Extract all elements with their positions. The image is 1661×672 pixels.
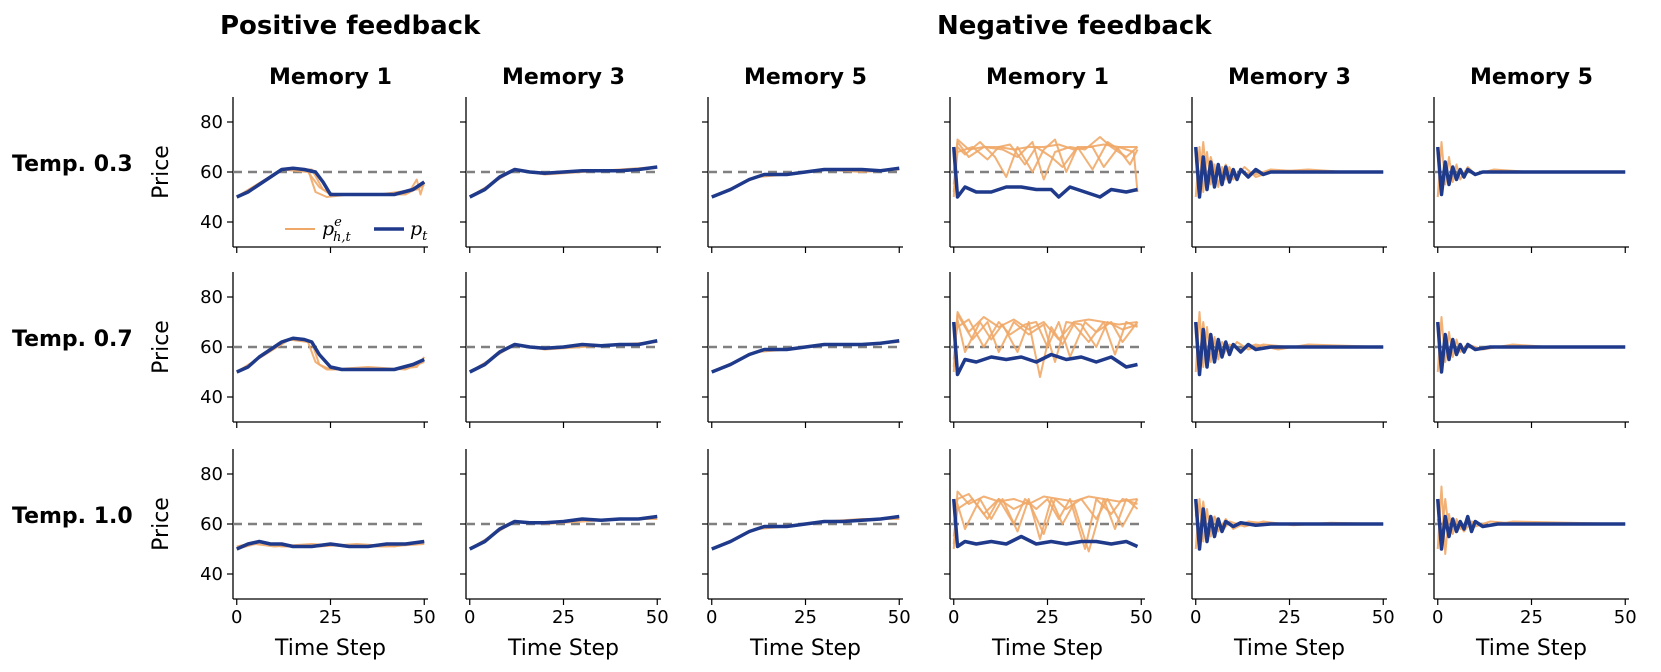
x-tick-label: 0: [1432, 607, 1443, 628]
panel: [1428, 272, 1629, 428]
x-tick-label: 50: [1130, 607, 1153, 628]
agent-expectation-line: [952, 318, 1139, 358]
y-tick-label: 80: [200, 287, 223, 308]
agent-expectation-line: [1194, 141, 1384, 186]
y-axis-label: Price: [149, 497, 174, 551]
x-tick-label: 25: [794, 607, 817, 628]
panel: [702, 97, 903, 253]
row-title: Temp. 1.0: [12, 504, 133, 529]
y-tick-label: 40: [200, 212, 223, 233]
panels-layer: Memory 1 Memory 3 Memory 5 Memory 1 Memory 3…: [12, 65, 1637, 661]
legend: pe h,t pt: [285, 215, 428, 245]
agent-expectation-line: [952, 138, 1139, 185]
panel: [944, 272, 1145, 428]
x-tick-label: 0: [231, 607, 242, 628]
panel: [944, 97, 1145, 253]
y-axis-label: Price: [149, 145, 174, 199]
x-tick-label: 50: [646, 607, 669, 628]
y-tick-label: 80: [200, 464, 223, 485]
x-tick-label: 0: [948, 607, 959, 628]
panel: 0 25 50 Time Step: [1186, 449, 1395, 661]
x-tick-label: 50: [413, 607, 436, 628]
panel: 40 60 80 Price: [149, 272, 428, 428]
column-title: Memory 1: [986, 65, 1109, 90]
price-line: [1194, 146, 1384, 199]
x-axis-label: Time Step: [274, 636, 386, 661]
panel: [1186, 97, 1387, 253]
x-tick-label: 25: [1520, 607, 1543, 628]
legend-price-label: pt: [410, 218, 428, 244]
agent-expectation-line: [952, 498, 1139, 545]
price-line: [1194, 498, 1384, 551]
x-tick-label: 0: [1190, 607, 1201, 628]
agent-expectation-line: [952, 490, 1138, 550]
x-tick-label: 50: [888, 607, 911, 628]
price-line: [711, 166, 900, 199]
price-line: [1436, 321, 1626, 374]
panel: [1428, 97, 1629, 253]
agent-expectation-line: [952, 143, 1139, 193]
row-title: Temp. 0.3: [12, 152, 133, 177]
panel: 0 25 50 Time Step: [1428, 449, 1637, 661]
y-axis-label: Price: [149, 320, 174, 374]
price-line: [711, 514, 900, 551]
agent-expectation-line: [952, 311, 1138, 373]
panel: [460, 97, 661, 253]
panel: 40 60 80 Price: [149, 97, 428, 253]
price-line: [952, 321, 1138, 377]
agent-expectation-line: [952, 313, 1138, 368]
x-axis-label: Time Step: [749, 636, 861, 661]
price-line: [468, 514, 658, 551]
column-title: Memory 5: [744, 65, 867, 90]
agent-expectation-line: [952, 136, 1139, 181]
panel: 0 25 50 Time Step: [460, 449, 669, 661]
price-line: [1436, 498, 1626, 551]
x-tick-label: 25: [319, 607, 342, 628]
price-line: [1436, 146, 1626, 197]
price-line: [468, 165, 658, 199]
y-tick-label: 40: [200, 387, 223, 408]
y-tick-label: 60: [200, 162, 223, 183]
price-line: [711, 339, 900, 374]
x-tick-label: 25: [552, 607, 575, 628]
column-title: Memory 3: [502, 65, 625, 90]
price-line: [236, 166, 426, 199]
column-title: Memory 1: [269, 65, 392, 90]
price-line: [1194, 321, 1384, 377]
agent-expectation-line: [1194, 311, 1384, 373]
x-tick-label: 0: [706, 607, 717, 628]
column-title: Memory 5: [1470, 65, 1593, 90]
price-line: [236, 336, 425, 374]
x-tick-label: 0: [464, 607, 475, 628]
x-tick-label: 50: [1614, 607, 1637, 628]
y-tick-label: 80: [200, 112, 223, 133]
x-tick-label: 25: [1036, 607, 1059, 628]
price-line: [952, 146, 1138, 199]
row-title: Temp. 0.7: [12, 327, 133, 352]
y-tick-label: 40: [200, 564, 223, 585]
x-axis-label: Time Step: [1233, 636, 1345, 661]
panel: 40 60 80 0 25 50 Price Time Step: [149, 449, 436, 661]
y-tick-label: 60: [200, 514, 223, 535]
group-title-negative: Negative feedback: [937, 11, 1212, 41]
panel: 0 25 50 Time Step: [702, 449, 911, 661]
legend-agent-label: pe h,t: [322, 215, 352, 245]
panel: 0 25 50 Time Step: [944, 449, 1153, 661]
x-axis-label: Time Step: [1475, 636, 1587, 661]
panel: [702, 272, 903, 428]
price-line: [236, 539, 425, 551]
y-tick-label: 60: [200, 337, 223, 358]
price-line: [952, 498, 1139, 549]
x-tick-label: 50: [1372, 607, 1395, 628]
panel: [1186, 272, 1387, 428]
x-tick-label: 25: [1278, 607, 1301, 628]
price-line: [468, 339, 658, 374]
x-axis-label: Time Step: [991, 636, 1103, 661]
x-axis-label: Time Step: [507, 636, 619, 661]
group-title-positive: Positive feedback: [220, 11, 481, 41]
column-title: Memory 3: [1228, 65, 1351, 90]
panel: [460, 272, 661, 428]
